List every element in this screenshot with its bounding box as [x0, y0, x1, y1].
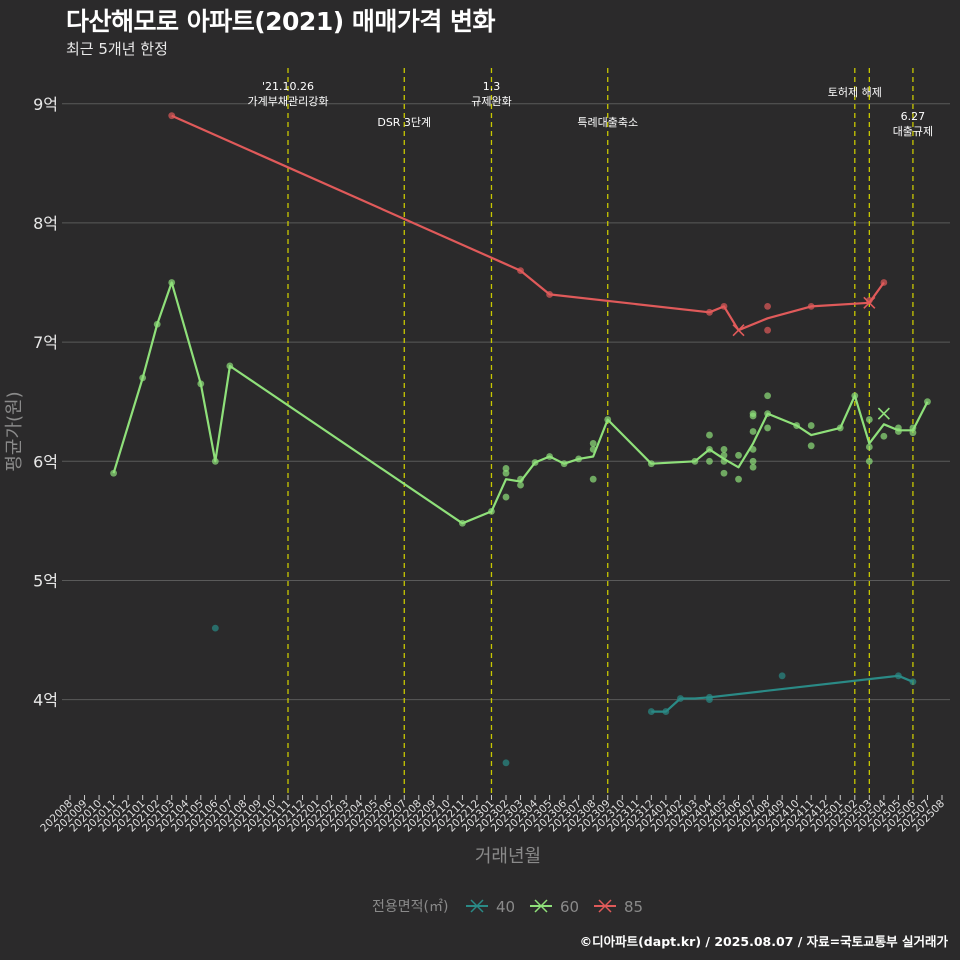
- legend-title: 전용면적(㎡): [372, 899, 448, 915]
- source-caption: ©디아파트(dapt.kr) / 2025.08.07 / 자료=국토교통부 실…: [579, 934, 948, 949]
- legend: 전용면적(㎡) 40 60 85: [372, 898, 643, 916]
- legend-entry-label: 60: [560, 898, 579, 916]
- series-85: [168, 112, 888, 337]
- data-point: [589, 440, 597, 447]
- series-line: [651, 674, 914, 713]
- axis-layer: 4억5억6억7억8억9억2020082020092020102020112020…: [4, 95, 947, 867]
- y-axis-title: 평균가(원): [4, 391, 25, 471]
- data-point: [880, 432, 888, 440]
- x-axis-title: 거래년월: [475, 846, 541, 867]
- data-point: [764, 302, 771, 310]
- cancelled-marker: [863, 296, 876, 309]
- data-point: [110, 469, 117, 477]
- cancelled-marker: [732, 324, 745, 337]
- chart-subtitle: 최근 5개년 한정: [66, 40, 168, 58]
- legend-entry-label: 85: [624, 898, 643, 916]
- data-point: [706, 457, 713, 465]
- grid-layer: [62, 103, 950, 701]
- event-label: 1.3: [483, 80, 501, 93]
- data-point: [211, 624, 219, 632]
- data-point: [778, 672, 786, 680]
- data-point: [589, 475, 597, 483]
- y-tick-label: 4억: [33, 691, 58, 710]
- series-line: [171, 114, 885, 332]
- event-label: DSR 3단계: [377, 116, 431, 129]
- series-layer: [110, 112, 931, 767]
- data-point: [749, 412, 757, 420]
- data-point: [749, 457, 757, 465]
- series-line: [112, 281, 929, 525]
- event-label: 특례대출축소: [577, 116, 638, 129]
- y-tick-label: 7억: [33, 333, 58, 352]
- event-label: '21.10.26: [262, 80, 314, 93]
- data-point: [807, 422, 815, 429]
- data-point: [720, 445, 728, 453]
- data-point: [865, 457, 873, 465]
- data-point: [517, 481, 524, 489]
- event-label: 6.27: [901, 110, 926, 123]
- data-point: [502, 469, 510, 477]
- data-point: [502, 465, 510, 472]
- legend-entry-label: 40: [496, 898, 515, 916]
- data-point: [764, 424, 771, 432]
- data-point: [749, 428, 757, 435]
- data-point: [865, 416, 873, 423]
- legend-key-marker: [598, 899, 612, 913]
- y-tick-label: 9억: [33, 95, 58, 114]
- series-40: [211, 624, 917, 767]
- chart-title: 다산해모로 아파트(2021) 매매가격 변화: [66, 7, 496, 36]
- event-label: 대출규제: [893, 125, 933, 138]
- data-point: [502, 759, 510, 767]
- cancelled-marker: [877, 407, 890, 420]
- legend-key-marker: [470, 899, 484, 913]
- event-label: 규제완화: [471, 95, 511, 108]
- series-60: [110, 279, 931, 527]
- y-tick-label: 5억: [33, 571, 58, 590]
- y-tick-label: 8억: [33, 214, 58, 233]
- data-point: [735, 475, 742, 483]
- event-label: 가계부채관리강화: [248, 95, 329, 108]
- y-tick-label: 6억: [33, 452, 58, 471]
- data-point: [720, 469, 728, 477]
- data-point: [735, 451, 742, 459]
- data-point: [706, 431, 713, 439]
- data-point: [865, 443, 873, 451]
- data-point: [749, 463, 757, 471]
- data-point: [764, 392, 771, 400]
- legend-key-marker: [534, 899, 548, 913]
- data-point: [502, 493, 510, 501]
- event-label: 토허제 해제: [828, 85, 882, 99]
- data-point: [764, 326, 771, 334]
- data-point: [807, 442, 815, 450]
